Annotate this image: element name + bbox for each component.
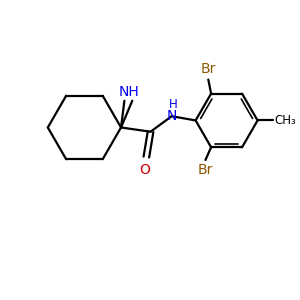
Text: N: N [167,109,177,123]
Text: H: H [169,98,178,111]
Text: Br: Br [201,62,216,76]
Text: NH: NH [119,85,140,99]
Text: Br: Br [198,163,213,177]
Text: O: O [140,163,150,177]
Text: CH₃: CH₃ [274,114,296,127]
